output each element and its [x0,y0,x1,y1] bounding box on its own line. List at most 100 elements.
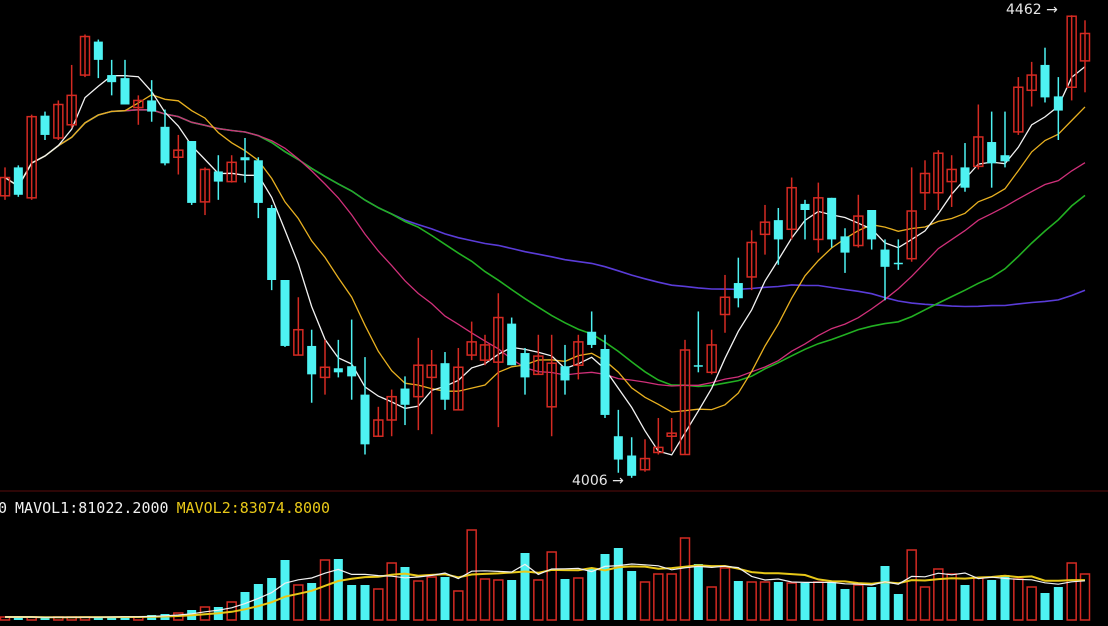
volume-bar [413,580,424,621]
volume-bar [253,584,263,620]
volume-bar [653,573,664,621]
candle-body [280,280,290,346]
candle-body [587,331,597,345]
candle [1053,77,1063,140]
volume-bar [973,577,984,621]
candle [426,350,437,435]
candle [120,59,130,105]
candle [160,109,170,166]
volume-bar [493,579,504,621]
candle [40,111,50,140]
candle [627,437,637,478]
candle-body [1026,74,1037,92]
candle-body [53,103,64,139]
candle [66,64,77,128]
ma10-line [4,93,1086,413]
candle-body [719,296,731,316]
candle [786,177,797,240]
candle [53,100,64,140]
candle [613,409,623,473]
volume-bar [1040,593,1050,620]
candle [173,134,184,175]
volume-bar [319,559,331,621]
candle-body [479,344,491,361]
candle-body [573,341,584,366]
candle [533,334,544,376]
candle [293,297,304,356]
volume-bar [1066,562,1077,621]
candle-body [373,419,384,437]
volume-bar [240,592,250,620]
candle [560,344,570,395]
candle [587,311,597,348]
volume-bar [293,584,304,621]
candle-body [706,344,717,374]
volume-bar [867,587,877,620]
volume-bar [307,583,317,620]
candle-body [840,236,850,253]
candle [0,167,11,200]
mavol1-label: MAVOL1:81022.2000 [15,499,169,517]
volume-bar [533,579,544,621]
candle-body [613,436,623,460]
candle-body [93,41,103,60]
candle [653,417,664,455]
volume-bar [40,618,50,620]
volume-bar [719,567,731,621]
candle [26,114,37,200]
candle-body [147,100,157,112]
candle-body [653,446,664,454]
volume-bar [919,586,931,621]
candle-body [627,455,637,476]
candle-body [960,167,970,188]
candle-body [267,207,277,280]
candle-body [1053,96,1063,111]
candle [400,376,410,426]
candle-body [240,157,250,161]
candle-body [933,152,944,194]
candle-body [906,210,917,260]
volume-bar [573,577,584,621]
volume-bar [813,581,824,621]
candle [187,141,197,205]
candle-body [1000,155,1010,162]
candle-body [507,323,517,366]
candle-body [66,94,77,126]
volume-bar [800,583,810,620]
candle-body [987,142,997,164]
candle [893,239,903,270]
candle [973,104,984,170]
candle-body [746,241,757,278]
candle [13,165,23,197]
candle [719,274,731,333]
candle [493,293,504,428]
candle [693,311,703,373]
volume-legend-prefix: 0 [0,499,8,517]
candle-body [893,262,903,265]
candle-body [360,394,370,445]
candle [746,230,757,291]
volume-bar [426,576,437,621]
candle [666,417,677,452]
candle [253,157,263,219]
volume-bar [507,580,517,620]
low-price-value: 4006 [572,473,608,489]
candle-body [919,172,931,194]
candle-body [213,171,223,182]
candle [679,339,691,456]
volume-bar [786,582,797,621]
candle [440,352,450,410]
volume-bar [373,588,384,621]
volume-bar [746,581,757,621]
candle [639,439,651,472]
candle [813,182,824,253]
candle-body [773,220,783,240]
candle-body [867,210,877,240]
candle [1000,111,1010,168]
candle-body [413,364,424,398]
volume-bar [733,581,743,620]
candle-body [759,221,771,236]
volume-bar [267,578,277,620]
arrow-right-icon: → [612,473,624,489]
candle [600,334,610,418]
